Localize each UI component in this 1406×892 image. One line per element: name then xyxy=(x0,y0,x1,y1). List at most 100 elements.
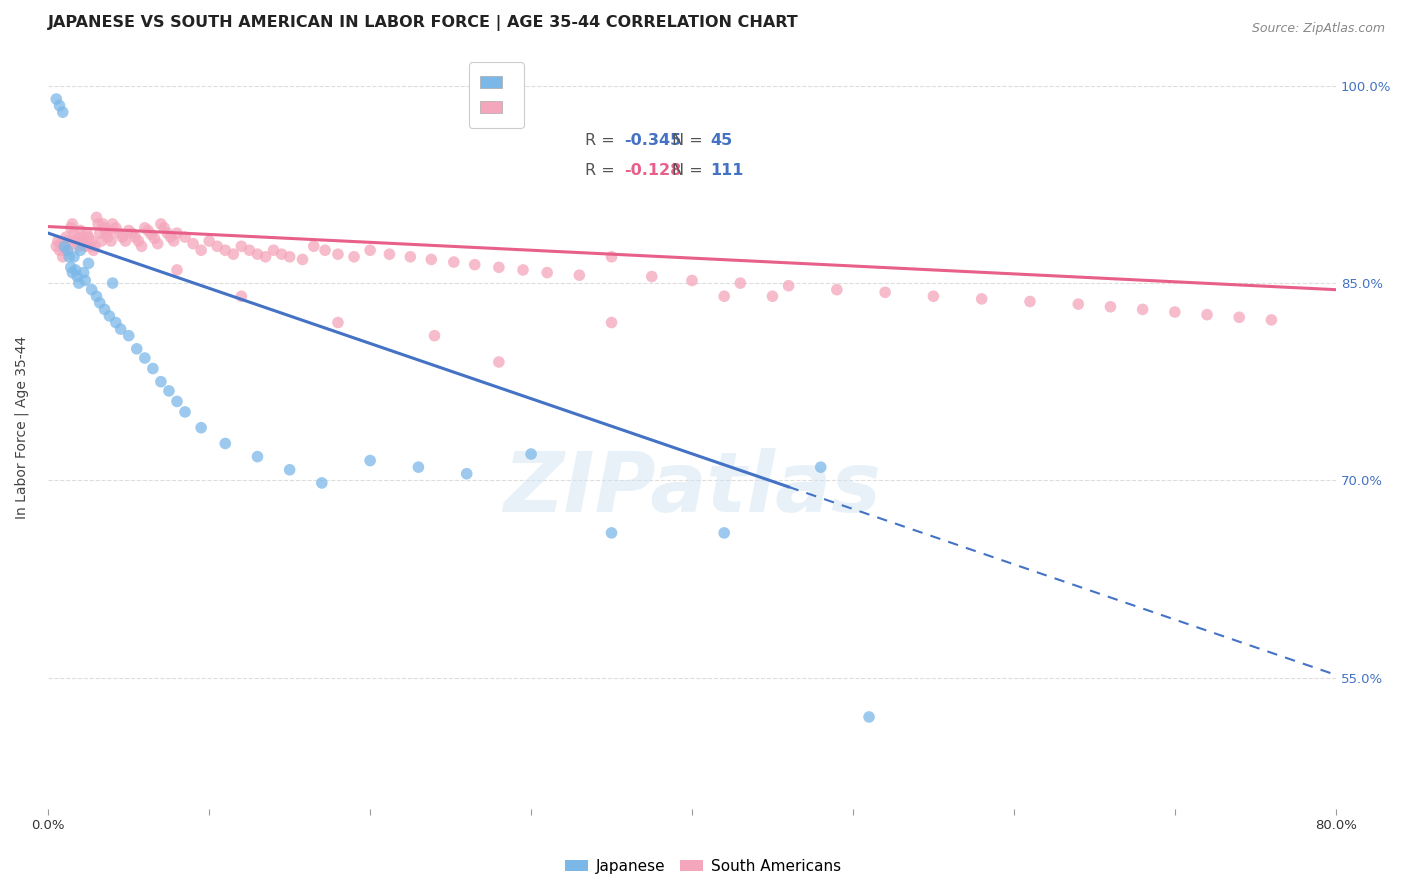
Point xyxy=(59,220,82,235)
Point xyxy=(141,227,163,242)
Point xyxy=(149,217,172,231)
Point xyxy=(231,239,253,253)
Point xyxy=(75,273,97,287)
Point xyxy=(1019,294,1042,309)
Point xyxy=(343,250,366,264)
Text: ZIPatlas: ZIPatlas xyxy=(503,448,882,529)
Point xyxy=(270,247,292,261)
Text: 111: 111 xyxy=(710,163,744,178)
Point xyxy=(118,328,141,343)
Text: JAPANESE VS SOUTH AMERICAN IN LABOR FORCE | AGE 35-44 CORRELATION CHART: JAPANESE VS SOUTH AMERICAN IN LABOR FORC… xyxy=(48,15,799,31)
Point xyxy=(60,217,83,231)
Point xyxy=(231,289,253,303)
Point xyxy=(86,289,108,303)
Text: 45: 45 xyxy=(710,133,733,147)
Text: N =: N = xyxy=(672,163,707,178)
Point xyxy=(52,250,75,264)
Point xyxy=(214,436,236,450)
Point xyxy=(69,234,91,248)
Point xyxy=(90,234,112,248)
Point xyxy=(136,223,159,237)
Point xyxy=(420,252,443,267)
Point xyxy=(254,250,277,264)
Point xyxy=(79,239,101,253)
Point xyxy=(48,98,70,112)
Point xyxy=(66,231,89,245)
Point xyxy=(55,230,77,244)
Point xyxy=(45,239,67,253)
Point xyxy=(72,236,94,251)
Point xyxy=(1132,302,1154,317)
Point xyxy=(600,316,623,330)
Point xyxy=(108,226,131,240)
Point xyxy=(96,226,118,240)
Point xyxy=(87,217,110,231)
Point xyxy=(399,250,422,264)
Point xyxy=(80,234,103,248)
Point xyxy=(326,247,349,261)
Point xyxy=(1099,300,1122,314)
Legend: Japanese, South Americans: Japanese, South Americans xyxy=(558,853,848,880)
Point xyxy=(600,525,623,540)
Point xyxy=(77,256,100,270)
Point xyxy=(488,260,510,275)
Point xyxy=(46,234,69,248)
Point xyxy=(214,244,236,258)
Point xyxy=(124,230,146,244)
Point xyxy=(174,405,197,419)
Point xyxy=(681,273,703,287)
Point xyxy=(423,328,446,343)
Point xyxy=(157,384,180,398)
Point xyxy=(713,289,735,303)
Point xyxy=(48,244,70,258)
Point xyxy=(246,450,269,464)
Point xyxy=(75,239,97,253)
Point xyxy=(641,269,664,284)
Point xyxy=(246,247,269,261)
Point xyxy=(359,244,381,258)
Point xyxy=(166,263,188,277)
Point xyxy=(858,710,880,724)
Point xyxy=(72,266,94,280)
Point xyxy=(143,231,166,245)
Point xyxy=(91,217,114,231)
Point xyxy=(314,244,336,258)
Point xyxy=(60,266,83,280)
Point xyxy=(125,342,148,356)
Point xyxy=(111,230,134,244)
Point xyxy=(222,247,245,261)
Point xyxy=(713,525,735,540)
Point xyxy=(58,250,80,264)
Text: -0.128: -0.128 xyxy=(624,163,681,178)
Point xyxy=(359,453,381,467)
Point xyxy=(93,302,115,317)
Point xyxy=(970,292,993,306)
Point xyxy=(101,217,124,231)
Point xyxy=(101,276,124,290)
Point xyxy=(100,234,122,248)
Point xyxy=(1195,308,1218,322)
Point xyxy=(190,420,212,434)
Point xyxy=(65,234,87,248)
Point xyxy=(825,283,848,297)
Point xyxy=(278,463,301,477)
Point xyxy=(89,226,111,240)
Point xyxy=(464,258,486,272)
Point xyxy=(326,316,349,330)
Point xyxy=(1260,313,1282,327)
Point xyxy=(207,239,229,253)
Point xyxy=(97,230,120,244)
Point xyxy=(408,460,430,475)
Point xyxy=(84,239,107,253)
Text: Source: ZipAtlas.com: Source: ZipAtlas.com xyxy=(1251,22,1385,36)
Point xyxy=(67,239,90,253)
Point xyxy=(49,236,72,251)
Point xyxy=(302,239,325,253)
Text: -0.345: -0.345 xyxy=(624,133,681,147)
Point xyxy=(875,285,897,300)
Point xyxy=(922,289,945,303)
Point xyxy=(1067,297,1090,311)
Point xyxy=(378,247,401,261)
Point xyxy=(104,316,127,330)
Point xyxy=(149,375,172,389)
